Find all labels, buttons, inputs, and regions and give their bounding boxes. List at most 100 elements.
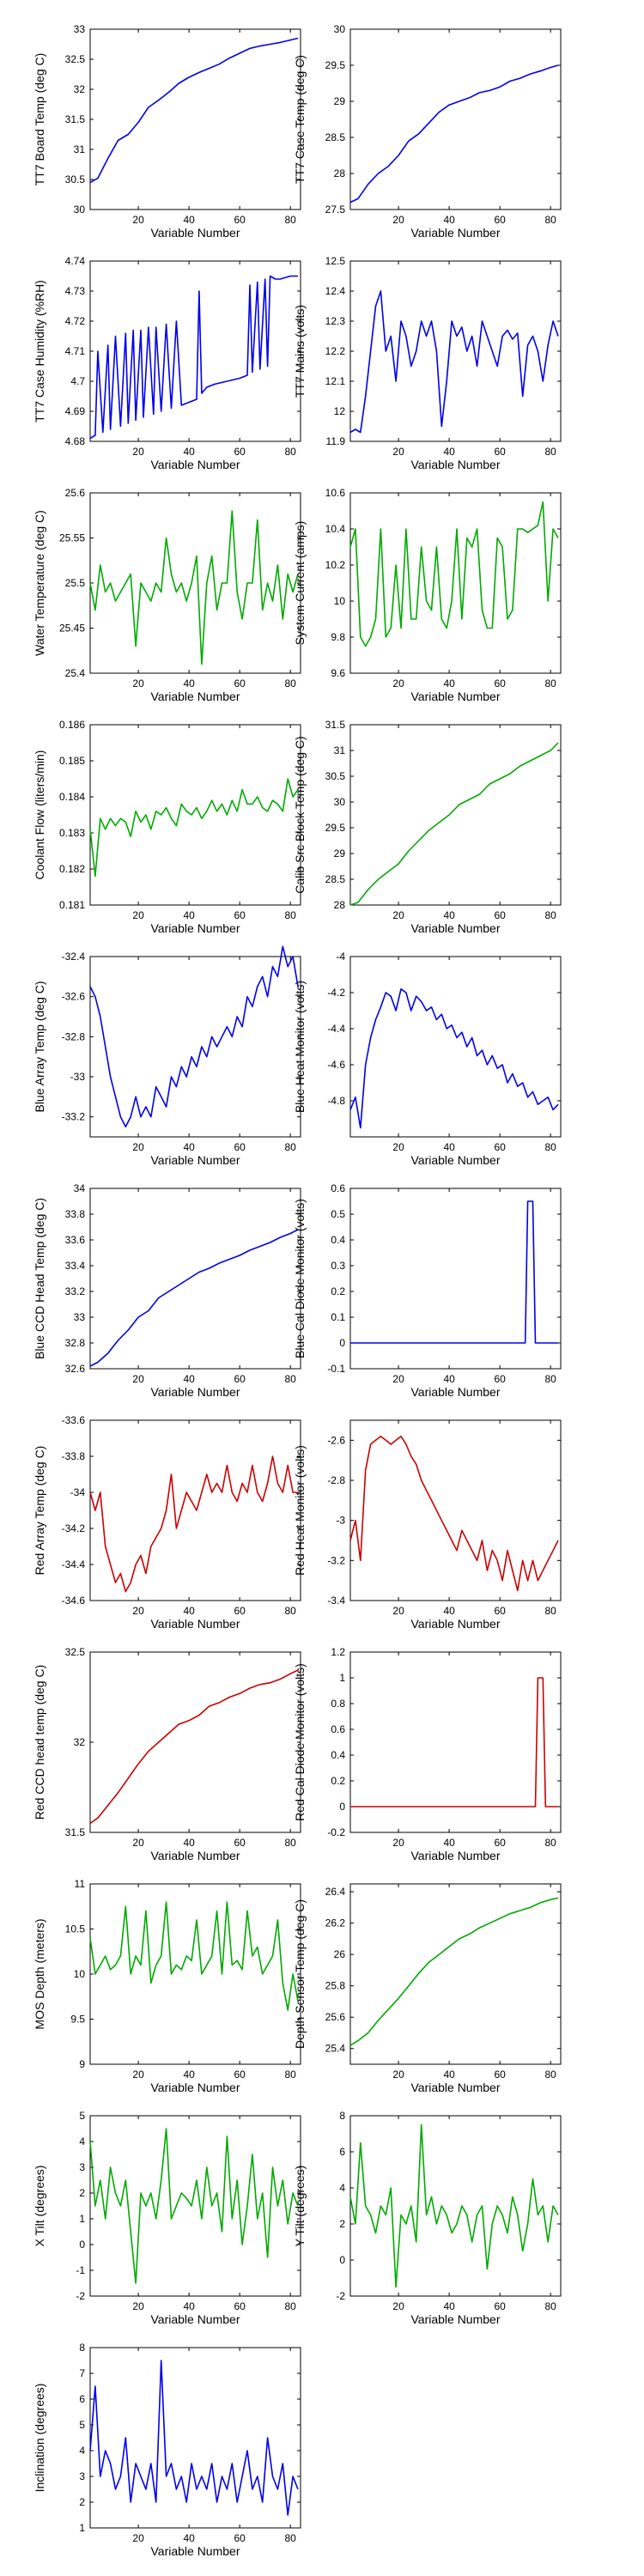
y-tick-label: 10.2 [325,559,346,571]
x-tick-label: 60 [234,2069,246,2081]
x-tick-label: 20 [392,214,404,226]
plot-frame [89,1188,301,1370]
y-tick-label: 34 [74,1182,86,1194]
x-axis-label: Variable Number [410,921,500,935]
y-tick-label: 12.3 [325,315,346,327]
y-tick-label: 6 [79,2393,85,2405]
y-tick-label: 25.6 [65,487,86,499]
y-tick-label: 25.55 [59,532,85,544]
y-tick-label: 30 [334,23,346,35]
x-axis-label: Variable Number [150,1153,240,1167]
x-tick-label: 40 [183,677,195,690]
series-line [89,1229,299,1367]
series-line [89,778,299,878]
y-tick-label: 2 [79,2496,85,2508]
y-tick-label: 32.5 [65,1646,86,1658]
y-tick-label: 30 [74,204,86,216]
x-tick-label: 20 [392,2069,404,2081]
x-tick-label: 20 [392,909,404,921]
y-tick-label: -0.2 [327,1826,345,1838]
y-tick-label: 5 [79,2419,85,2431]
x-tick-label: 60 [234,2532,246,2544]
y-tick-label: -32.4 [62,951,86,963]
chart-11: 32.6 32.8 33 33.2 33.4 33.6 33.8 34 20 40 60 80 Vari… [33,1182,301,1399]
x-tick-label: 40 [443,1605,455,1617]
y-tick-label: 4.73 [65,285,86,297]
y-tick-label: -3.2 [327,1554,345,1566]
x-tick-label: 20 [392,1373,404,1385]
x-tick-label: 40 [183,2532,195,2544]
x-tick-label: 60 [234,1141,246,1153]
series-line [349,1435,559,1592]
y-tick-label: -4 [336,951,345,963]
x-tick-label: 60 [234,909,246,921]
y-tick-label: 0 [79,2239,85,2251]
x-axis-label: Variable Number [150,1617,240,1631]
chart-21: 1 2 3 4 5 6 7 8 20 40 60 80 Variable Number Inclinati… [33,2342,301,2558]
x-tick-label: 20 [392,677,404,690]
x-tick-label: 80 [285,2532,297,2544]
y-tick-label: 32.6 [65,1363,86,1375]
y-tick-label: -34 [70,1486,86,1498]
x-tick-label: 20 [392,1837,404,1849]
y-tick-label: 4.71 [65,345,86,357]
y-tick-label: 0 [339,2254,345,2266]
plot-frame [349,1419,562,1601]
x-tick-label: 40 [443,446,455,458]
x-tick-label: 60 [234,1605,246,1617]
series-line [89,2128,299,2284]
y-tick-label: 0.5 [331,1208,345,1220]
y-tick-label: -32.6 [62,991,86,1003]
y-axis-label: Red Cal Diode Monitor (volts) [293,1663,307,1821]
chart-2: 27.5 28 28.5 29 29.5 30 20 40 60 80 Variable Numbe… [293,23,562,240]
y-tick-label: 31 [334,744,346,756]
x-tick-label: 80 [545,2300,557,2312]
y-tick-label: 12.1 [325,375,346,387]
x-tick-label: 60 [494,2069,506,2081]
x-tick-label: 60 [494,1837,506,1849]
x-tick-label: 60 [234,2300,246,2312]
chart-16: -0.2 0 0.2 0.4 0.6 0.8 1 1.2 20 40 60 80 Variable Nu… [293,1646,562,1862]
plot-frame [349,260,562,442]
x-tick-label: 80 [545,446,557,458]
x-tick-label: 20 [132,1373,144,1385]
x-axis-label: Variable Number [150,226,240,240]
y-tick-label: 29.5 [325,822,346,834]
y-tick-label: 4.7 [70,375,85,387]
plot-frame [349,28,562,210]
x-axis-label: Variable Number [150,921,240,935]
y-tick-label: 0.2 [331,1285,345,1297]
y-tick-label: 1 [79,2213,85,2225]
x-tick-label: 80 [285,1837,297,1849]
x-tick-label: 20 [132,1605,144,1617]
x-axis-label: Variable Number [410,2081,500,2094]
y-tick-label: 1 [79,2522,85,2534]
x-tick-label: 60 [494,909,506,921]
y-tick-label: 12.4 [325,285,346,297]
x-tick-label: 40 [443,1837,455,1849]
x-tick-label: 20 [132,909,144,921]
chart-15: 31.5 32 32.5 20 40 60 80 Variable Number Red CCD… [33,1646,301,1862]
y-tick-label: 33.4 [65,1260,86,1272]
x-tick-label: 20 [132,214,144,226]
x-tick-label: 40 [183,1605,195,1617]
x-axis-label: Variable Number [150,690,240,703]
x-tick-label: 60 [494,214,506,226]
y-tick-label: 25.4 [65,667,86,679]
chart-8: 28 28.5 29 29.5 30 30.5 31 31.5 20 40 60 80 Variable… [293,719,562,935]
y-axis-label: Y Tilt (degrees) [293,2166,307,2247]
x-axis-label: Variable Number [410,1849,500,1862]
y-axis-label: MOS Depth (meters) [33,1918,46,2029]
x-tick-label: 40 [183,2300,195,2312]
series-line [349,2123,559,2288]
y-tick-label: 8 [79,2342,85,2354]
y-tick-label: 25.8 [325,1980,346,1992]
x-tick-label: 80 [285,1373,297,1385]
y-tick-label: 4.74 [65,255,86,267]
y-tick-label: -4.2 [327,987,345,999]
x-axis-label: Variable Number [410,226,500,240]
y-tick-label: 10 [334,595,346,607]
y-tick-label: 9.5 [70,2014,85,2026]
plot-frame [349,2115,562,2297]
